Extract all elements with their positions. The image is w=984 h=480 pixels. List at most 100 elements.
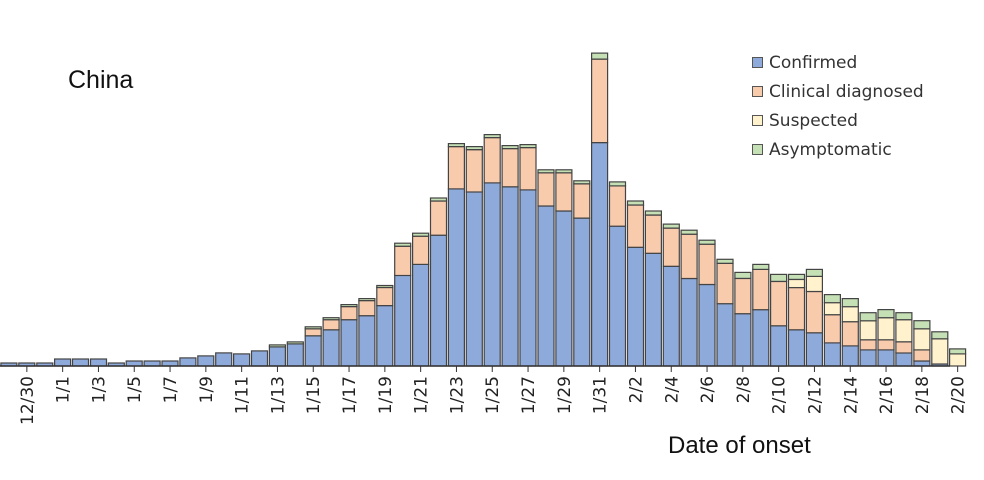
bar-segment-clinical-diagnosed-2-8 bbox=[734, 277, 752, 315]
bar-segment-asymptomatic-2-7 bbox=[716, 258, 734, 264]
bar-segment-clinical-diagnosed-2-18 bbox=[913, 349, 931, 362]
bar-segment-asymptomatic-2-3 bbox=[644, 210, 663, 216]
bar-segment-clinical-diagnosed-1-27 bbox=[519, 147, 537, 191]
bar-segment-confirmed-2-15 bbox=[859, 349, 877, 367]
bar-segment-suspected-2-13 bbox=[823, 302, 842, 316]
bar-segment-confirmed-2-11 bbox=[787, 329, 806, 367]
bar-segment-clinical-diagnosed-2-13 bbox=[823, 314, 842, 344]
bar-segment-asymptomatic-1-31 bbox=[590, 52, 609, 60]
bar-segment-suspected-2-18 bbox=[913, 328, 931, 351]
bar-segment-confirmed-1-14 bbox=[286, 343, 304, 367]
bar-segment-confirmed-2-7 bbox=[716, 303, 734, 367]
bar-segment-suspected-2-11 bbox=[787, 278, 806, 289]
bar-segment-confirmed-2-10 bbox=[769, 325, 788, 367]
bar-segment-clinical-diagnosed-1-24 bbox=[465, 149, 483, 193]
bar-segment-asymptomatic-2-12 bbox=[805, 268, 824, 277]
legend-swatch-clinical-diagnosed bbox=[752, 86, 763, 97]
bar-segment-confirmed-1-20 bbox=[394, 274, 412, 367]
bar-segment-confirmed-1-22 bbox=[429, 234, 448, 367]
bar-segment-asymptomatic-2-20 bbox=[948, 348, 967, 355]
bar-segment-asymptomatic-1-24 bbox=[465, 146, 483, 151]
bar-segment-confirmed-1-2 bbox=[71, 358, 90, 367]
bar-segment-confirmed-1-23 bbox=[447, 188, 465, 367]
x-tick-label: 1/31 bbox=[591, 376, 611, 414]
bar-segment-suspected-2-20 bbox=[948, 353, 967, 367]
legend-swatch-confirmed bbox=[752, 57, 763, 68]
bar-segment-clinical-diagnosed-2-9 bbox=[752, 268, 770, 311]
bars-group bbox=[0, 52, 967, 367]
bar-segment-asymptomatic-2-6 bbox=[698, 239, 716, 245]
x-tick-label: 1/9 bbox=[197, 376, 217, 403]
bar-segment-confirmed-1-16 bbox=[322, 329, 340, 367]
bar-segment-confirmed-1-29 bbox=[555, 210, 573, 367]
bar-segment-clinical-diagnosed-2-4 bbox=[662, 227, 680, 267]
x-tick-label: 2/16 bbox=[877, 376, 897, 414]
bar-segment-confirmed-2-5 bbox=[680, 277, 698, 367]
bar-segment-asymptomatic-2-9 bbox=[752, 263, 770, 270]
x-tick-label: 2/18 bbox=[913, 376, 933, 414]
bar-segment-clinical-diagnosed-2-10 bbox=[769, 280, 788, 327]
bar-segment-confirmed-2-4 bbox=[662, 265, 680, 367]
x-tick-label: 2/4 bbox=[662, 376, 682, 403]
bar-segment-clinical-diagnosed-2-12 bbox=[805, 290, 824, 334]
bar-segment-asymptomatic-2-15 bbox=[859, 312, 877, 322]
legend: Confirmed Clinical diagnosed Suspected A… bbox=[752, 48, 924, 164]
bar-segment-asymptomatic-2-4 bbox=[662, 223, 680, 229]
x-tick-label: 2/2 bbox=[627, 376, 647, 403]
bar-segment-clinical-diagnosed-2-14 bbox=[841, 321, 859, 347]
bar-segment-asymptomatic-1-29 bbox=[555, 169, 573, 174]
bar-segment-clinical-diagnosed-1-25 bbox=[483, 137, 501, 184]
bar-segment-clinical-diagnosed-1-22 bbox=[429, 200, 448, 236]
bar-segment-confirmed-1-24 bbox=[465, 191, 483, 367]
x-tick-label: 2/14 bbox=[841, 376, 861, 414]
bar-segment-asymptomatic-1-27 bbox=[519, 144, 537, 149]
bar-segment-asymptomatic-1-18 bbox=[358, 298, 376, 302]
bar-segment-clinical-diagnosed-1-29 bbox=[555, 172, 573, 212]
bar-segment-clinical-diagnosed-2-5 bbox=[680, 233, 698, 280]
bar-segment-asymptomatic-1-19 bbox=[376, 284, 394, 289]
legend-item-confirmed: Confirmed bbox=[752, 48, 924, 77]
x-tick-label: 1/5 bbox=[125, 376, 145, 403]
bar-segment-suspected-2-15 bbox=[859, 320, 877, 341]
bar-segment-asymptomatic-2-11 bbox=[787, 273, 806, 280]
bar-segment-clinical-diagnosed-1-17 bbox=[340, 306, 358, 321]
x-tick-label: 1/19 bbox=[376, 376, 396, 414]
bar-segment-asymptomatic-1-15 bbox=[304, 326, 322, 330]
bar-segment-asymptomatic-2-14 bbox=[841, 298, 859, 308]
x-tick-label: 1/27 bbox=[519, 376, 539, 414]
bar-segment-asymptomatic-1-26 bbox=[501, 145, 519, 150]
bar-segment-confirmed-2-14 bbox=[841, 345, 859, 367]
x-tick-label: 1/1 bbox=[54, 376, 74, 403]
x-tick-label: 1/17 bbox=[340, 376, 360, 414]
bar-segment-suspected-2-19 bbox=[931, 338, 949, 365]
legend-item-suspected: Suspected bbox=[752, 106, 924, 135]
bar-segment-asymptomatic-2-16 bbox=[877, 309, 895, 319]
x-tick-label: 1/3 bbox=[90, 376, 110, 403]
x-tick-label: 1/29 bbox=[555, 376, 575, 414]
bar-segment-confirmed-2-13 bbox=[823, 342, 842, 367]
bar-segment-clinical-diagnosed-1-26 bbox=[501, 148, 519, 188]
x-tick-label: 2/8 bbox=[734, 376, 754, 403]
bar-segment-asymptomatic-1-30 bbox=[573, 180, 591, 185]
bar-segment-confirmed-1-15 bbox=[304, 335, 322, 367]
bar-segment-confirmed-2-17 bbox=[895, 352, 913, 367]
legend-label-clinical-diagnosed: Clinical diagnosed bbox=[769, 81, 924, 102]
bar-segment-confirmed-1-25 bbox=[483, 182, 501, 367]
bar-segment-clinical-diagnosed-2-16 bbox=[877, 339, 895, 351]
bar-segment-confirmed-1-13 bbox=[268, 346, 286, 367]
bar-segment-confirmed-1-26 bbox=[501, 186, 519, 367]
x-tick-label: 2/12 bbox=[805, 376, 825, 414]
bar-segment-confirmed-2-8 bbox=[734, 313, 752, 367]
bar-segment-suspected-2-14 bbox=[841, 306, 859, 323]
bar-segment-confirmed-1-31 bbox=[590, 142, 609, 367]
bar-segment-confirmed-2-2 bbox=[626, 246, 645, 367]
bar-segment-suspected-2-16 bbox=[877, 317, 895, 341]
bar-segment-confirmed-2-9 bbox=[752, 309, 770, 367]
x-tick-label: 12/30 bbox=[18, 376, 38, 425]
legend-swatch-suspected bbox=[752, 115, 763, 126]
bar-segment-asymptomatic-1-25 bbox=[483, 134, 501, 139]
bar-segment-asymptomatic-1-17 bbox=[340, 304, 358, 308]
bar-segment-clinical-diagnosed-1-18 bbox=[358, 300, 376, 317]
bar-segment-confirmed-1-12 bbox=[250, 350, 269, 367]
